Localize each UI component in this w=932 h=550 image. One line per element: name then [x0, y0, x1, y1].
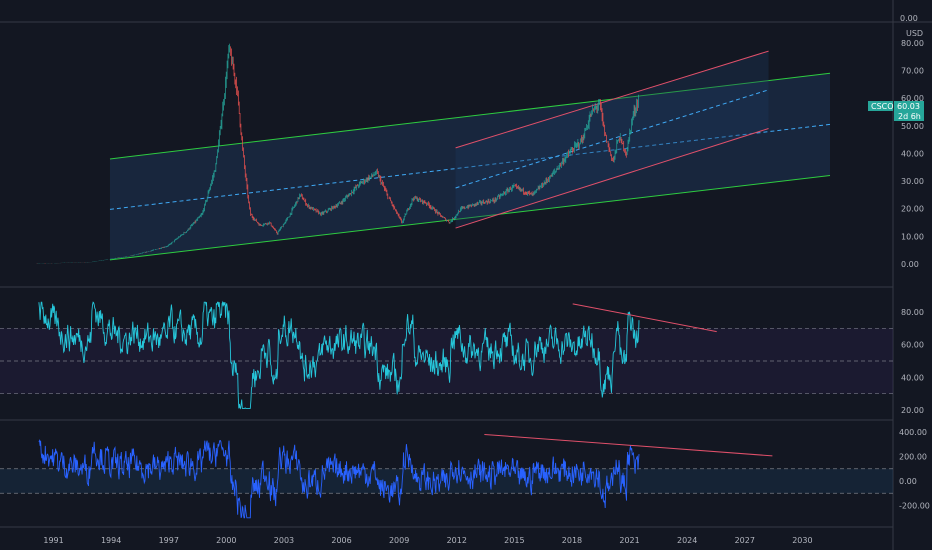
cci-line: [38, 439, 640, 519]
cci-band: [0, 468, 893, 494]
cci-pane: 400.00 200.00 0.00 -200.00: [0, 428, 930, 519]
price-tick-label: 40.00: [901, 149, 924, 158]
symbol-badge: [868, 101, 893, 111]
red-channel-fill: [455, 51, 769, 229]
cci-tick-label: 0.00: [899, 477, 917, 486]
rsi-guides: [0, 327, 893, 395]
time-tick-label: 2009: [389, 536, 409, 545]
cci-tick-label: 200.00: [899, 453, 927, 462]
rsi-tick-label: 60.00: [901, 341, 924, 350]
rsi-y-axis: 80.00 60.00 40.00 20.00: [901, 308, 924, 415]
rsi-trend-line: [572, 303, 717, 333]
price-tick-label: 0.00: [901, 260, 919, 269]
price-tick-label: 60.00: [901, 94, 924, 103]
top-axis-label: 0.00: [900, 14, 918, 23]
time-tick-label: 2015: [504, 536, 524, 545]
time-tick-label: 1994: [101, 536, 121, 545]
green-channel-upper: [109, 72, 831, 160]
rsi-line: [38, 300, 640, 410]
red-channel-upper: [455, 50, 769, 149]
rsi-pane: 80.00 60.00 40.00 20.00: [0, 300, 924, 415]
cci-y-axis: 400.00 200.00 0.00 -200.00: [899, 428, 930, 511]
cci-trend-line: [484, 433, 773, 457]
time-tick-label: 1991: [43, 536, 63, 545]
last-price-label: 60.03: [897, 102, 920, 111]
time-tick-label: 2021: [619, 536, 639, 545]
rsi-tick-label: 20.00: [901, 406, 924, 415]
time-axis: 1991 1994 1997 2000 2003 2006 2009 2012 2015 2018…: [43, 536, 812, 545]
price-badge[interactable]: CSCO 60.03 2d 6h: [868, 101, 924, 121]
currency-label: USD: [906, 29, 923, 38]
price-tick-label: 80.00: [901, 39, 924, 48]
price-value-badge: [894, 101, 924, 121]
green-channel-mid: [109, 123, 831, 210]
price-tick-label: 10.00: [901, 232, 924, 241]
time-tick-label: 2003: [274, 536, 294, 545]
time-tick-label: 2006: [331, 536, 351, 545]
time-tick-label: 2030: [792, 536, 812, 545]
time-tick-label: 2018: [562, 536, 582, 545]
green-channel-lower: [109, 175, 831, 261]
time-tick-label: 2027: [735, 536, 755, 545]
cci-tick-label: 400.00: [899, 428, 927, 437]
time-tick-label: 2012: [447, 536, 467, 545]
price-pane: 80.00 70.00 60.00 50.00 40.00 30.00 20.00 10.00…: [36, 39, 924, 269]
price-candles: [36, 43, 639, 264]
time-tick-label: 2024: [677, 536, 697, 545]
time-tick-label: 2000: [216, 536, 236, 545]
time-tick-label: 1997: [159, 536, 179, 545]
price-y-axis: 80.00 70.00 60.00 50.00 40.00 30.00 20.00 10.00…: [901, 39, 924, 269]
countdown-label: 2d 6h: [898, 112, 921, 121]
red-channel-mid: [455, 89, 769, 189]
red-channel-lower: [455, 128, 769, 229]
price-tick-label: 50.00: [901, 122, 924, 131]
rsi-tick-label: 80.00: [901, 308, 924, 317]
cci-tick-label: -200.00: [899, 502, 930, 511]
symbol-label: CSCO: [871, 102, 894, 111]
rsi-tick-label: 40.00: [901, 373, 924, 382]
price-tick-label: 70.00: [901, 66, 924, 75]
price-tick-label: 30.00: [901, 177, 924, 186]
price-tick-label: 20.00: [901, 205, 924, 214]
